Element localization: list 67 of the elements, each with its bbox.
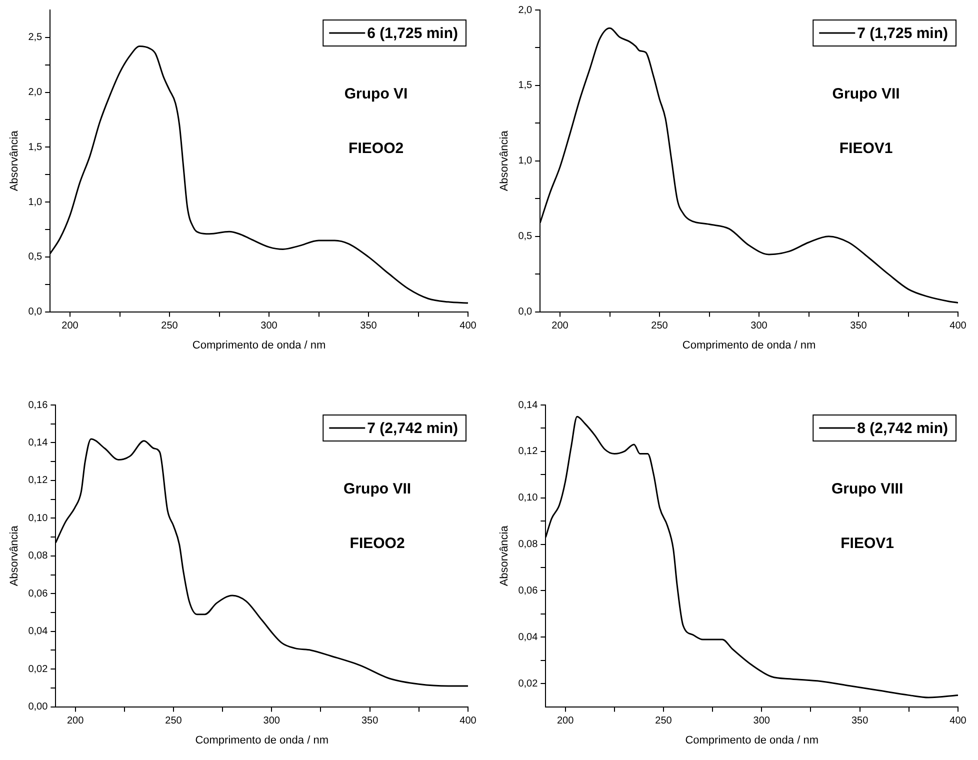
x-tick-label: 250 [651, 320, 668, 332]
y-tick-label: 0,0 [28, 306, 43, 318]
annotation: Grupo VII [832, 86, 900, 103]
y-tick-label: 0,02 [518, 678, 538, 690]
y-tick-label: 1,0 [28, 196, 43, 208]
y-tick-label: 0,10 [28, 512, 48, 524]
annotation: Grupo VI [344, 86, 408, 103]
x-tick-label: 200 [62, 320, 79, 332]
x-axis-title: Comprimento de onda / nm [682, 339, 816, 352]
annotation: FIEOV1 [839, 140, 893, 157]
y-tick-label: 0,08 [518, 539, 538, 550]
y-tick-label: 0,10 [518, 492, 538, 504]
y-tick-label: 2,0 [518, 4, 533, 16]
y-tick-label: 0,5 [28, 252, 43, 263]
x-tick-label: 350 [360, 320, 378, 332]
y-tick-label: 0,14 [28, 437, 48, 448]
x-axis-title: Comprimento de onda / nm [195, 734, 328, 746]
x-tick-label: 350 [850, 320, 868, 332]
y-tick-label: 0,16 [28, 400, 48, 411]
y-tick-label: 0,06 [28, 588, 48, 600]
y-tick-label: 0,14 [518, 400, 538, 411]
legend-label: 7 (2,742 min) [367, 420, 458, 438]
y-tick-label: 0,12 [28, 475, 48, 486]
y-tick-label: 0,0 [518, 306, 533, 318]
legend-label: 7 (1,725 min) [857, 25, 948, 42]
x-tick-label: 300 [753, 716, 770, 727]
annotation: Grupo VIII [831, 480, 904, 498]
x-axis-title: Comprimento de onda / nm [192, 339, 326, 352]
y-axis-title: Absorvância [8, 524, 21, 586]
x-tick-label: 400 [950, 320, 967, 332]
x-tick-label: 350 [851, 716, 869, 727]
y-tick-label: 1,5 [518, 80, 533, 92]
y-tick-label: 0,06 [518, 585, 538, 596]
x-tick-label: 300 [260, 320, 278, 332]
y-tick-label: 0,00 [28, 702, 48, 713]
y-axis-title: Absorvância [8, 130, 21, 192]
x-tick-label: 250 [161, 320, 178, 332]
x-tick-label: 200 [552, 320, 569, 332]
annotation: FIEOV1 [840, 534, 894, 552]
legend-label: 6 (1,725 min) [367, 25, 458, 42]
x-tick-label: 400 [950, 716, 967, 727]
x-axis-title: Comprimento de onda / nm [685, 734, 818, 746]
x-tick-label: 400 [460, 320, 477, 332]
legend-label: 8 (2,742 min) [857, 420, 948, 438]
y-tick-label: 2,0 [28, 87, 43, 98]
y-tick-label: 1,5 [28, 142, 43, 153]
y-axis-title: Absorvância [498, 524, 511, 586]
y-tick-label: 2,5 [28, 32, 43, 44]
y-tick-label: 0,04 [28, 626, 48, 638]
x-tick-label: 350 [361, 716, 379, 727]
x-tick-label: 400 [460, 716, 477, 727]
annotation: FIEOO2 [348, 140, 404, 157]
y-tick-label: 0,12 [518, 446, 538, 458]
y-tick-label: 0,08 [28, 550, 48, 562]
annotation: Grupo VII [344, 480, 412, 498]
x-tick-label: 300 [263, 716, 280, 727]
y-tick-label: 1,0 [518, 156, 533, 167]
y-tick-label: 0,04 [518, 632, 538, 643]
x-tick-label: 250 [655, 716, 672, 727]
x-tick-label: 200 [66, 716, 84, 727]
x-tick-label: 250 [165, 716, 182, 727]
y-tick-label: 0,5 [518, 231, 533, 242]
y-tick-label: 0,02 [28, 664, 48, 675]
annotation: FIEOO2 [350, 534, 405, 552]
x-tick-label: 300 [750, 320, 768, 332]
y-axis-title: Absorvância [498, 130, 511, 192]
x-tick-label: 200 [556, 716, 574, 727]
